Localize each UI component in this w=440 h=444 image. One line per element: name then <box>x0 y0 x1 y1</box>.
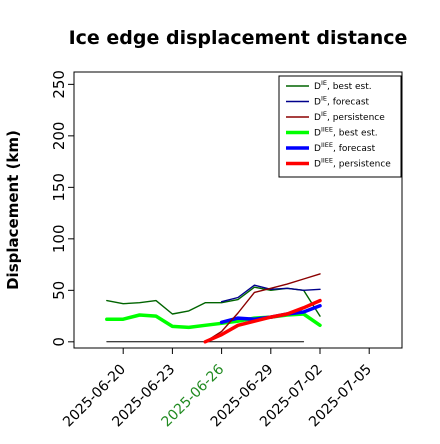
y-tick-label: 200 <box>50 122 68 151</box>
x-axis: 2025-06-202025-06-232025-06-262025-06-29… <box>60 348 375 430</box>
series-line-6 <box>203 298 322 344</box>
plot-frame <box>73 71 403 349</box>
y-tick-label: 100 <box>50 225 68 254</box>
y-axis-label: Displacement (km) <box>4 130 22 290</box>
y-tick-label: 0 <box>50 337 68 347</box>
series-line-2 <box>105 312 322 330</box>
legend-label: DIIEE, best est. <box>314 126 378 139</box>
y-axis: 0 50 100 150 200 250 <box>50 70 74 347</box>
y-tick-label: 150 <box>50 173 68 202</box>
legend-label: DIE, forecast <box>314 95 370 108</box>
legend-label: DIE, best est. <box>314 79 372 92</box>
series-line-5 <box>204 273 321 343</box>
legend-label: DIIEE, persistence <box>314 157 391 170</box>
plot-area <box>73 71 403 349</box>
legend-box <box>278 75 402 178</box>
y-tick-label: 50 <box>50 281 68 300</box>
legend-label: DIE, persistence <box>314 110 385 123</box>
chart-title: Ice edge displacement distance <box>69 27 408 49</box>
legend: DIE, best est. DIE, forecast DIE, persiste… <box>278 75 402 178</box>
series-line-3 <box>220 284 321 303</box>
y-tick-label: 250 <box>50 70 68 99</box>
legend-label: DIIEE, forecast <box>314 141 376 154</box>
series-line-1 <box>106 286 321 317</box>
